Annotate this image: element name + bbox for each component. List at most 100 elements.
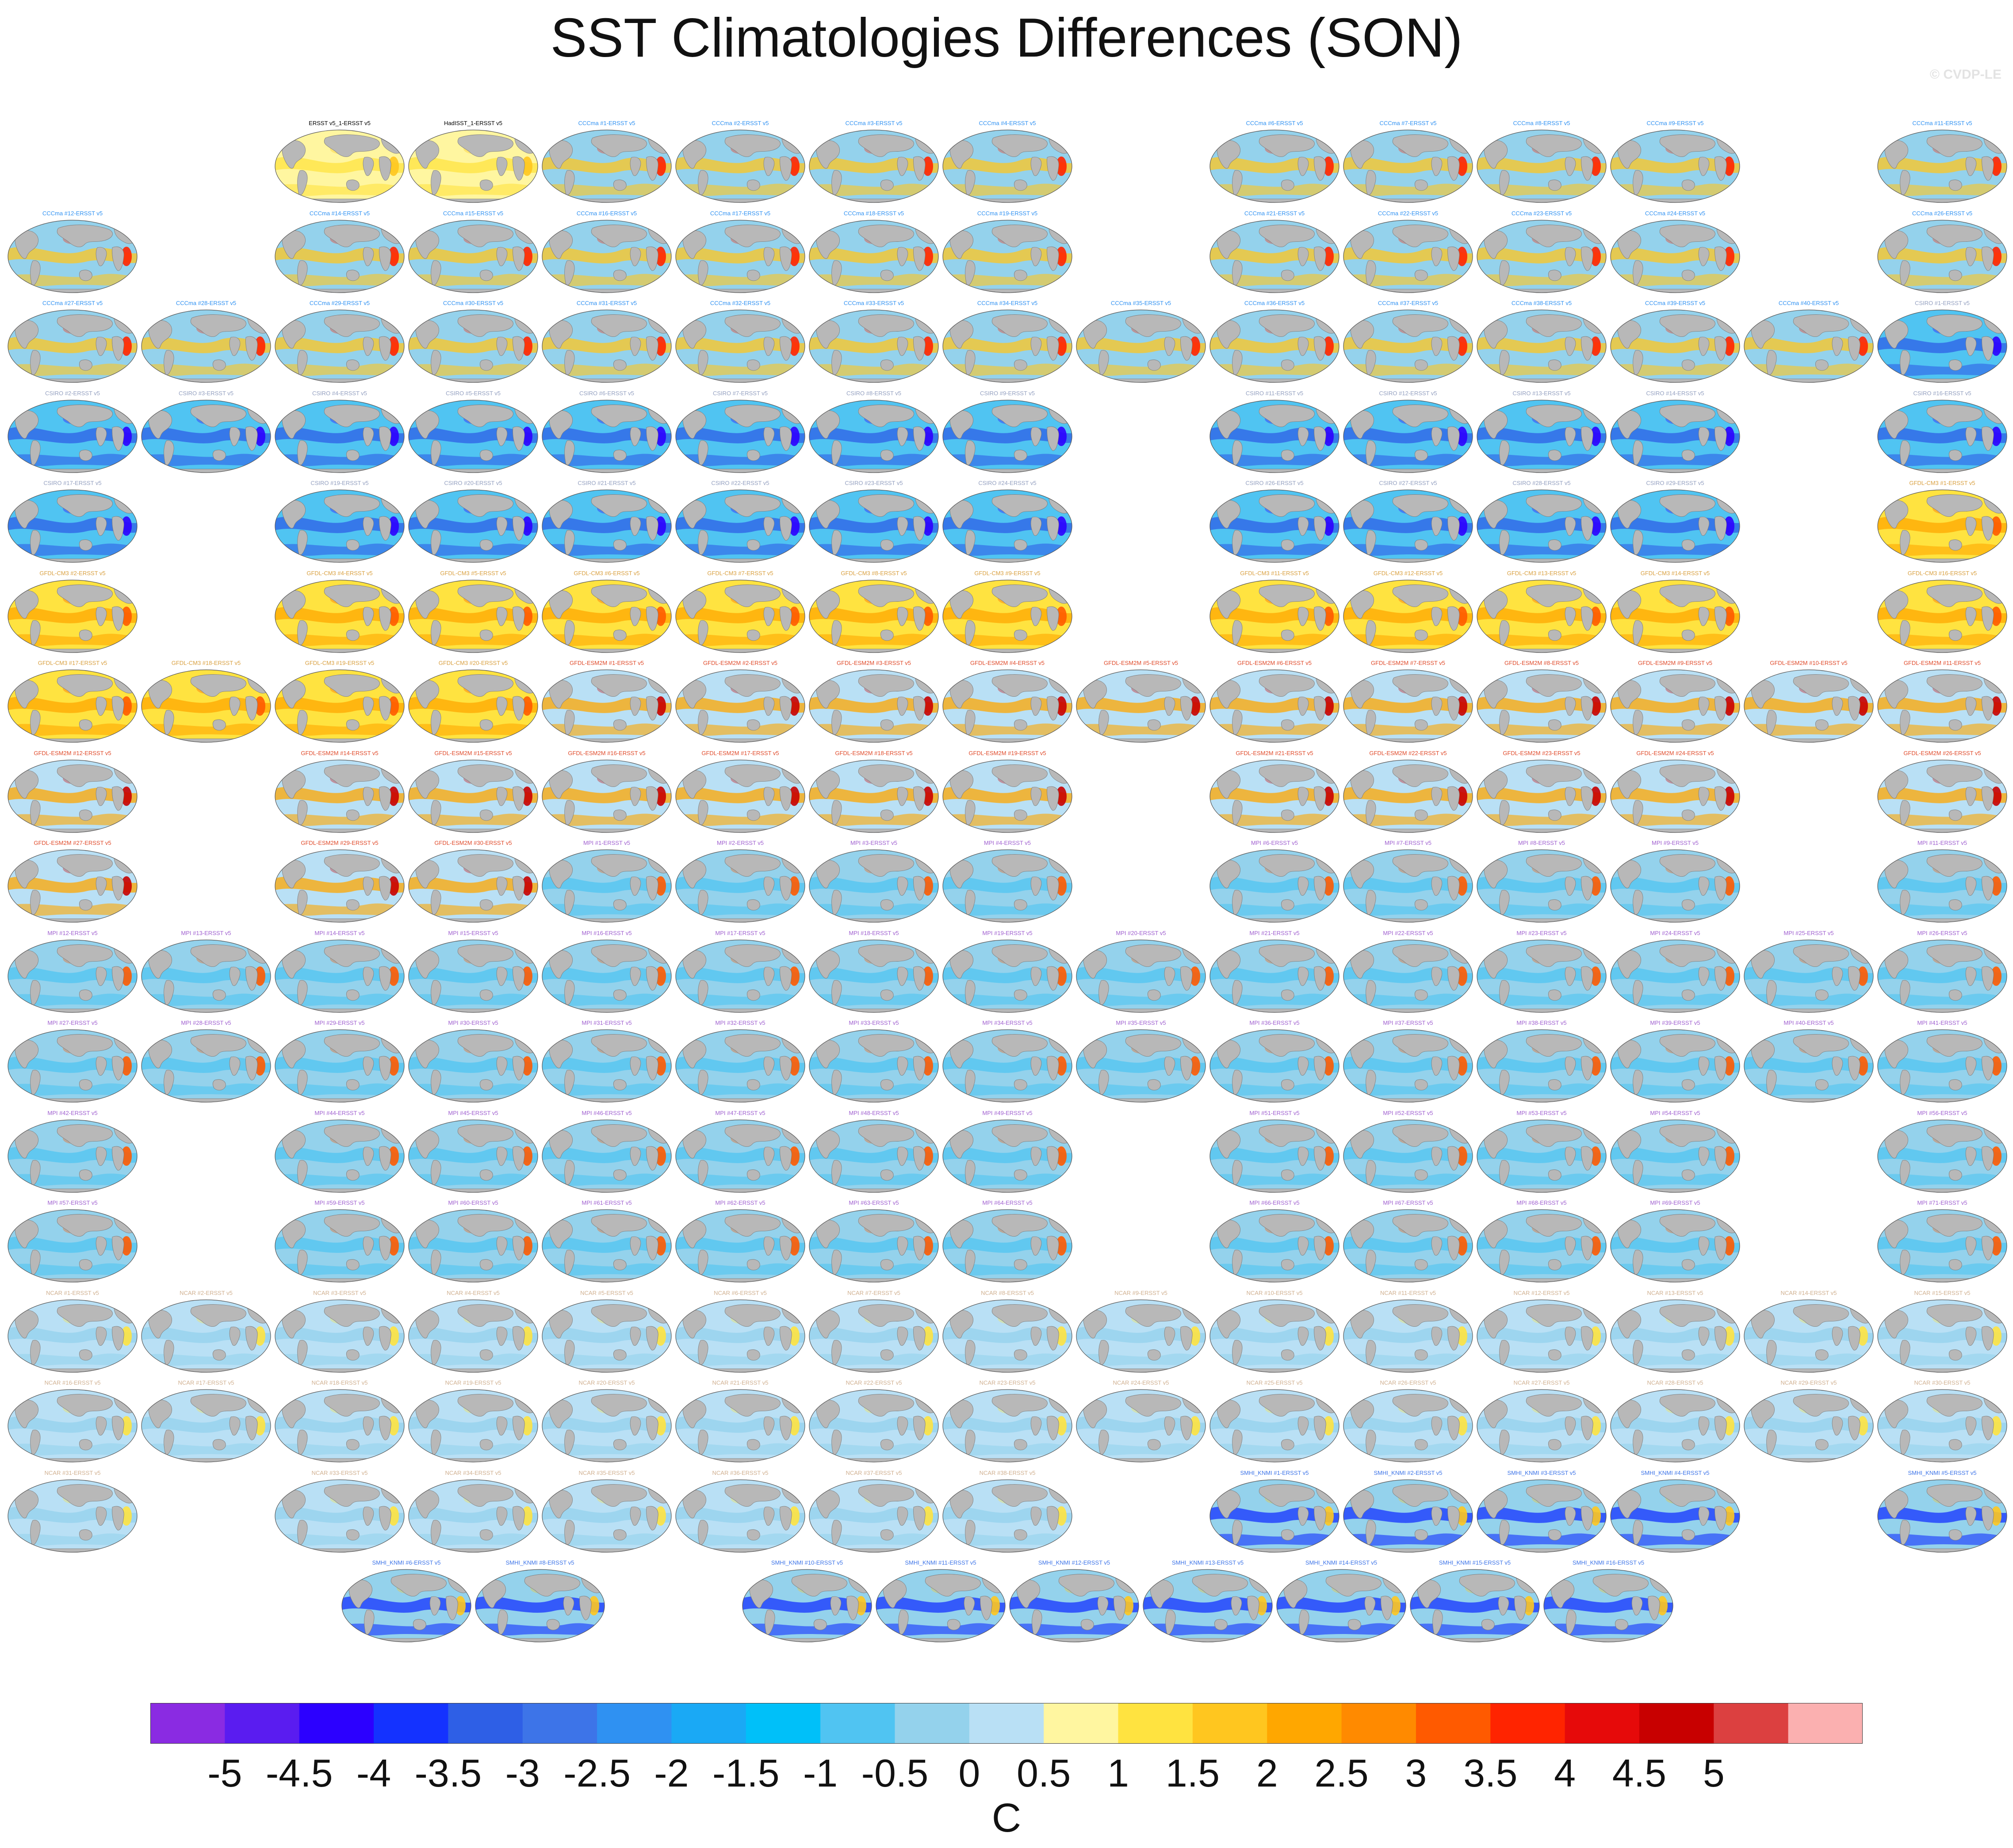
- panel-label: CCCma #16-ERSST v5: [576, 210, 637, 217]
- landmass: [346, 809, 360, 821]
- map-panel: NCAR #10-ERSST v5: [1208, 1290, 1341, 1374]
- panel-label: GFDL-CM3 #16-ERSST v5: [1907, 570, 1977, 577]
- panel-label: SMHI_KNMI #10-ERSST v5: [771, 1560, 843, 1566]
- landmass: [245, 696, 258, 721]
- landmass: [1281, 989, 1294, 1000]
- landmass: [1030, 607, 1042, 626]
- map-panel: GFDL-ESM2M #22-ERSST v5: [1342, 750, 1474, 834]
- anomaly-band: [1343, 274, 1473, 286]
- anomaly-extreme: [121, 876, 132, 896]
- panel-label: MPI #29-ERSST v5: [314, 1020, 365, 1026]
- landmass: [591, 134, 647, 157]
- landmass: [1484, 500, 1508, 529]
- landmass: [746, 1079, 760, 1091]
- landmass: [1281, 359, 1294, 371]
- landmass: [1210, 829, 1339, 832]
- landmass: [809, 199, 938, 202]
- map-panel: SMHI_KNMI #15-ERSST v5: [1408, 1560, 1541, 1644]
- landmass: [1548, 1259, 1561, 1271]
- landmass: [1659, 764, 1715, 787]
- landmass: [682, 590, 706, 619]
- landmass: [275, 199, 404, 202]
- globe-outline: [1477, 130, 1607, 203]
- landmass: [1659, 854, 1715, 877]
- landmass: [1281, 809, 1294, 821]
- landmass: [297, 350, 308, 375]
- landmass: [816, 680, 840, 709]
- anomaly-extreme: [1991, 516, 2002, 536]
- landmass: [1659, 944, 1715, 967]
- landmass: [409, 829, 538, 832]
- landmass: [682, 500, 706, 529]
- landmass: [991, 134, 1048, 157]
- landmass: [564, 170, 575, 195]
- landmass: [148, 950, 172, 978]
- globe-outline: [408, 219, 538, 293]
- map-globe: [1610, 1029, 1740, 1103]
- landmass: [1343, 1368, 1473, 1372]
- landmass: [965, 890, 976, 915]
- panel-label: GFDL-ESM2M #11-ERSST v5: [1903, 660, 1981, 666]
- panel-label: NCAR #30-ERSST v5: [1914, 1380, 1971, 1386]
- map-panel: NCAR #14-ERSST v5: [1742, 1290, 1875, 1374]
- colorbar-tick-label: -1.5: [712, 1751, 780, 1795]
- map-globe: [275, 759, 405, 833]
- landmass: [1681, 539, 1695, 551]
- landmass: [549, 230, 573, 259]
- panel-label: NCAR #25-ERSST v5: [1246, 1380, 1303, 1386]
- anomaly-extreme: [1590, 966, 1601, 986]
- landmass: [1900, 710, 1910, 735]
- landmass: [275, 1278, 404, 1282]
- landmass: [1900, 170, 1910, 195]
- map-panel: MPI #22-ERSST v5: [1342, 930, 1474, 1014]
- map-globe: [408, 669, 538, 743]
- map-panel: MPI #40-ERSST v5: [1742, 1020, 1875, 1104]
- map-globe: [942, 939, 1072, 1013]
- landmass: [763, 696, 775, 716]
- landmass: [991, 584, 1048, 607]
- map-panel: NCAR #4-ERSST v5: [407, 1290, 540, 1374]
- globe-outline: [1877, 130, 2007, 203]
- landmass: [1447, 606, 1460, 630]
- globe-outline: [1877, 489, 2007, 563]
- landmass: [457, 854, 513, 877]
- panel-label: GFDL-ESM2M #27-ERSST v5: [34, 840, 111, 846]
- landmass: [1965, 336, 1977, 356]
- panel-label: GFDL-ESM2M #21-ERSST v5: [1236, 750, 1313, 756]
- landmass: [1343, 469, 1473, 473]
- panel-label: GFDL-CM3 #2-ERSST v5: [39, 570, 106, 577]
- landmass: [949, 140, 973, 169]
- map-panel: MPI #52-ERSST v5: [1342, 1110, 1474, 1194]
- anomaly-band: [943, 543, 1072, 556]
- landmass: [682, 680, 706, 709]
- landmass: [1447, 516, 1460, 541]
- landmass: [1410, 1638, 1539, 1642]
- colorbar-tick-label: -4.5: [265, 1751, 333, 1795]
- map-panel: SMHI_KNMI #11-ERSST v5: [874, 1560, 1007, 1644]
- panel-label: NCAR #31-ERSST v5: [44, 1470, 101, 1476]
- landmass: [542, 1008, 671, 1012]
- landmass: [15, 230, 38, 259]
- panel-label: MPI #18-ERSST v5: [849, 930, 899, 936]
- map-panel: NCAR #1-ERSST v5: [6, 1290, 139, 1374]
- map-globe: [1410, 1569, 1540, 1642]
- landmass: [949, 500, 973, 529]
- landmass: [1447, 426, 1460, 451]
- globe-outline: [275, 309, 405, 383]
- landmass: [282, 680, 306, 709]
- anomaly-extreme: [1457, 336, 1467, 356]
- landmass: [913, 786, 926, 810]
- landmass: [57, 314, 113, 337]
- panel-label: CCCma #28-ERSST v5: [176, 300, 237, 306]
- map-panel: MPI #32-ERSST v5: [674, 1020, 807, 1104]
- landmass: [1900, 620, 1910, 645]
- landmass: [415, 410, 439, 439]
- panel-label: MPI #38-ERSST v5: [1516, 1020, 1567, 1026]
- map-globe: [675, 1209, 805, 1283]
- globe-outline: [8, 399, 138, 473]
- landmass: [479, 1529, 493, 1540]
- map-panel: CSIRO #23-ERSST v5: [807, 480, 940, 564]
- landmass: [630, 427, 641, 446]
- landmass: [746, 899, 760, 911]
- landmass: [297, 1069, 308, 1095]
